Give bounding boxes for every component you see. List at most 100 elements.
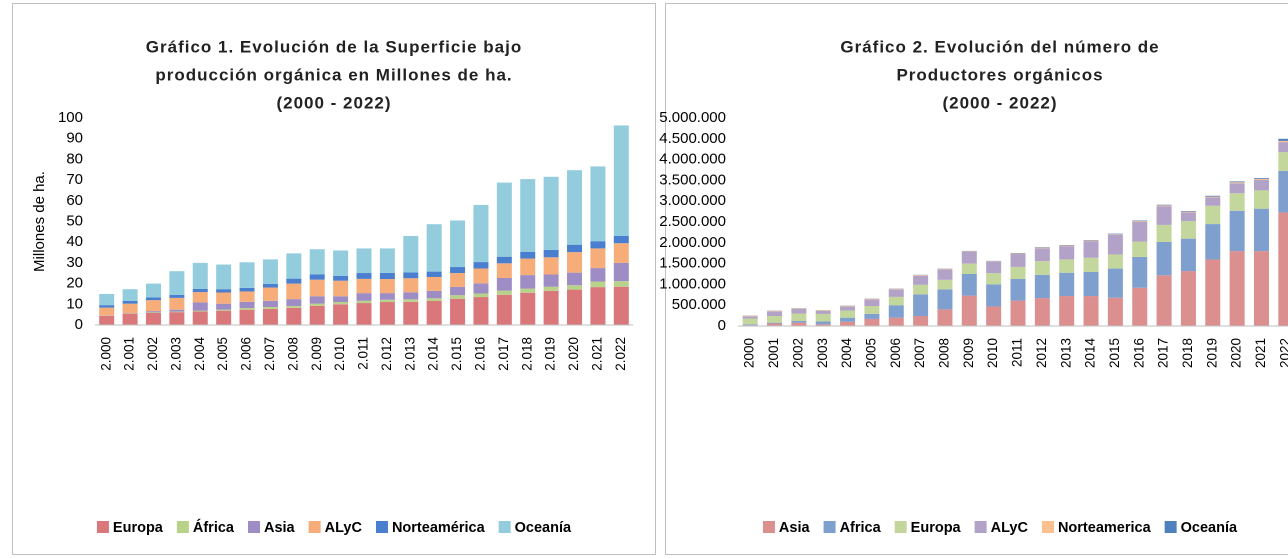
bar-segment	[1180, 211, 1196, 213]
bar-segment	[986, 261, 1002, 262]
bar-segment	[403, 301, 419, 325]
x-tick-label: 2012	[1034, 338, 1049, 368]
bar-segment	[1132, 220, 1148, 222]
bar-segment	[239, 308, 255, 310]
bar-segment	[145, 297, 161, 301]
bar-segment	[913, 284, 929, 295]
bar-segment	[403, 272, 419, 279]
bar-segment	[450, 267, 466, 274]
bar-segment	[767, 310, 783, 312]
bar-segment	[356, 293, 372, 301]
legend-swatch	[308, 521, 321, 533]
bar-segment	[192, 262, 208, 289]
legend-label: Asia	[779, 520, 811, 536]
bar-segment	[864, 298, 880, 300]
bar-segment	[379, 248, 395, 273]
bar-segment	[496, 278, 512, 291]
x-tick-label: 2.012	[379, 337, 394, 371]
y-tick-label: 5.000.000	[659, 109, 726, 126]
bar-segment	[379, 302, 395, 325]
bar-segment	[742, 324, 758, 326]
x-tick-label: 2.022	[613, 337, 628, 371]
bar-segment	[1180, 221, 1196, 239]
bar-segment	[1180, 271, 1196, 326]
bar-segment	[590, 241, 606, 249]
bar-segment	[309, 303, 325, 306]
bar-segment	[426, 298, 442, 301]
bar-segment	[590, 287, 606, 325]
x-tick-label: 2017	[1156, 338, 1171, 368]
y-axis-label: Millones de ha.	[31, 171, 48, 272]
bar-segment	[864, 318, 880, 326]
bar-segment	[286, 307, 302, 325]
bar-segment	[192, 310, 208, 312]
bar-segment	[791, 321, 807, 323]
bar-segment	[864, 299, 880, 307]
bar-segment	[426, 271, 442, 277]
bar-segment	[333, 280, 349, 297]
bar-segment	[840, 306, 856, 311]
bar-segment	[496, 182, 512, 257]
bar-segment	[1156, 205, 1172, 207]
bar-segment	[913, 275, 929, 276]
bar-segment	[1229, 193, 1245, 211]
bar-segment	[379, 279, 395, 294]
bar-segment	[961, 295, 977, 326]
y-tick-label: 2.000.000	[659, 234, 726, 251]
bar-segment	[286, 305, 302, 308]
bar-segment	[1132, 256, 1148, 288]
legend-swatch	[823, 521, 836, 533]
bar-segment	[1083, 271, 1099, 297]
bar-segment	[309, 274, 325, 280]
y-tick-label: 80	[66, 150, 83, 167]
bar-segment	[99, 315, 115, 325]
bar-segment	[767, 323, 783, 326]
bar-segment	[403, 278, 419, 293]
bar-segment	[333, 296, 349, 303]
y-tick-label: 3.000.000	[659, 192, 726, 209]
legend-label: África	[193, 519, 235, 536]
y-tick-label: 500.000	[672, 296, 726, 313]
bar-segment	[1059, 259, 1075, 273]
bar-segment	[888, 288, 904, 290]
x-tick-label: 2.002	[145, 337, 160, 371]
bar-segment	[403, 292, 419, 300]
bar-segment	[262, 259, 278, 285]
y-tick-label: 60	[66, 192, 83, 209]
bar-segment	[99, 293, 115, 306]
bar-segment	[791, 313, 807, 322]
bar-segment	[1034, 274, 1050, 299]
bar-segment	[1156, 206, 1172, 225]
chart-title: Productores orgánicos	[896, 65, 1103, 84]
bar-segment	[122, 313, 138, 325]
bar-segment	[169, 294, 185, 298]
y-tick-label: 70	[66, 171, 83, 188]
x-tick-label: 2.016	[473, 337, 488, 371]
x-tick-label: 2001	[766, 338, 781, 368]
bar-segment	[239, 301, 255, 309]
y-tick-label: 4.500.000	[659, 130, 726, 147]
x-tick-label: 2010	[985, 338, 1000, 368]
y-tick-label: 1.500.000	[659, 255, 726, 272]
x-tick-label: 2021	[1253, 338, 1268, 368]
bar-segment	[1205, 259, 1221, 326]
bar-segment	[520, 275, 536, 289]
bar-segment	[1278, 142, 1288, 153]
bar-segment	[145, 312, 161, 313]
bar-segment	[145, 283, 161, 298]
legend-swatch	[1164, 521, 1177, 533]
bar-segment	[1083, 257, 1099, 272]
bar-segment	[192, 311, 208, 325]
bar-segment	[1034, 261, 1050, 275]
bar-segment	[239, 309, 255, 325]
bar-segment	[450, 220, 466, 268]
bar-segment	[450, 286, 466, 296]
x-tick-label: 2004	[839, 338, 854, 369]
bar-segment	[403, 235, 419, 273]
x-tick-label: 2014	[1083, 338, 1098, 369]
bar-segment	[426, 224, 442, 272]
bar-segment	[1107, 297, 1123, 326]
bar-segment	[543, 290, 559, 325]
bar-segment	[937, 269, 953, 280]
